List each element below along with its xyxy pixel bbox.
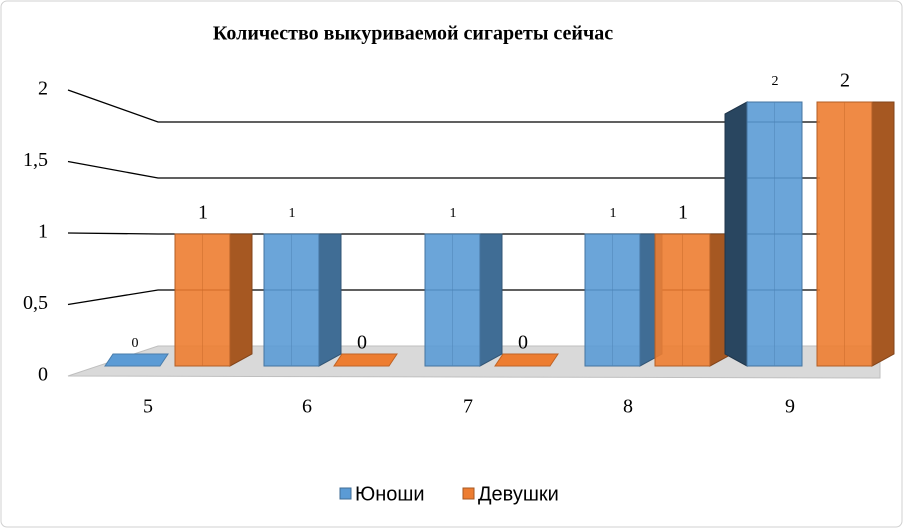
y-tick-label: 2 bbox=[38, 78, 48, 100]
bar-side bbox=[724, 101, 748, 367]
y-tick-label: 1,5 bbox=[23, 149, 48, 171]
grid-line bbox=[67, 160, 820, 179]
bar bbox=[654, 233, 733, 367]
data-label: 1 bbox=[610, 206, 617, 221]
bar-side bbox=[871, 101, 895, 367]
chart-title: Количество выкуриваемой сигареты сейчас bbox=[213, 23, 613, 45]
data-label: 0 bbox=[357, 332, 367, 354]
y-tick-label: 1 bbox=[38, 221, 48, 243]
data-label: 1 bbox=[450, 206, 457, 221]
bar bbox=[584, 233, 663, 367]
bar-side bbox=[318, 233, 342, 367]
legend-swatch bbox=[462, 487, 475, 500]
data-label: 2 bbox=[840, 70, 850, 92]
data-label: 1 bbox=[289, 206, 296, 221]
bar bbox=[494, 353, 559, 367]
bar bbox=[424, 233, 503, 367]
legend-swatch bbox=[339, 487, 352, 500]
y-tick-label: 0 bbox=[38, 364, 48, 386]
data-label: 0 bbox=[132, 336, 139, 351]
x-tick-label: 9 bbox=[785, 396, 795, 418]
data-label: 2 bbox=[772, 74, 779, 89]
bar-side bbox=[229, 233, 253, 367]
bar bbox=[174, 233, 253, 367]
bar-side bbox=[479, 233, 503, 367]
x-tick-label: 6 bbox=[302, 396, 312, 418]
data-label: 0 bbox=[518, 332, 528, 354]
bar-flat bbox=[494, 353, 559, 367]
bar bbox=[816, 101, 895, 367]
bar bbox=[263, 233, 342, 367]
legend-label: Девушки bbox=[478, 483, 559, 505]
x-tick-label: 5 bbox=[143, 396, 153, 418]
grid-line bbox=[67, 89, 820, 123]
bar bbox=[104, 353, 169, 367]
data-label: 1 bbox=[198, 202, 208, 224]
x-tick-label: 7 bbox=[463, 396, 473, 418]
legend-label: Юноши bbox=[355, 483, 425, 505]
bar-flat bbox=[104, 353, 169, 367]
x-tick-label: 8 bbox=[623, 396, 633, 418]
y-tick-label: 0,5 bbox=[23, 292, 48, 314]
bar-flat bbox=[333, 353, 398, 367]
data-label: 1 bbox=[678, 202, 688, 224]
bar bbox=[333, 353, 398, 367]
bar bbox=[724, 101, 803, 367]
